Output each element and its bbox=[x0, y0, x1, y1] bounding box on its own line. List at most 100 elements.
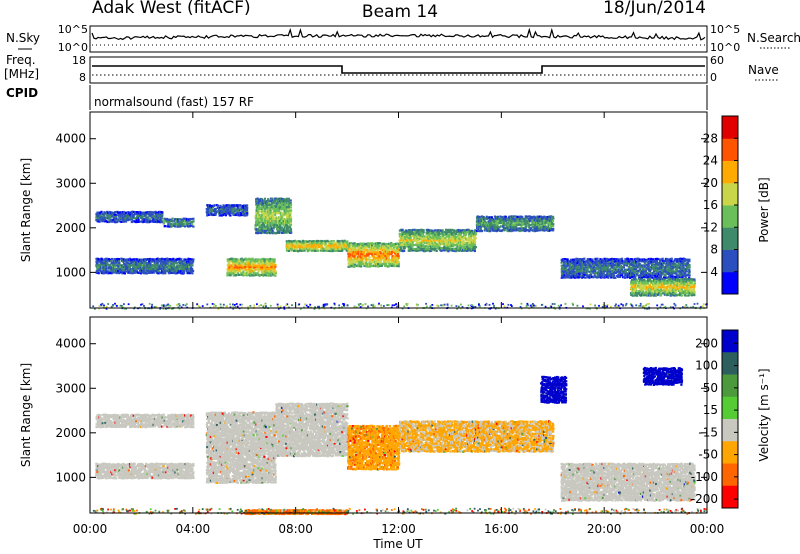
power-cell bbox=[134, 266, 137, 269]
power-cell bbox=[530, 223, 533, 226]
power-cell bbox=[352, 255, 355, 258]
power-cell bbox=[467, 249, 470, 252]
power-cell bbox=[286, 227, 289, 230]
power-cell bbox=[540, 221, 543, 224]
power-cell bbox=[613, 263, 616, 266]
power-cell bbox=[362, 242, 365, 245]
power-cell bbox=[650, 274, 653, 277]
power-cell bbox=[524, 217, 527, 220]
power-cell bbox=[265, 266, 268, 269]
power-cell bbox=[226, 258, 229, 261]
power-cell bbox=[228, 264, 231, 267]
power-cell bbox=[254, 272, 257, 275]
power-cell bbox=[585, 272, 588, 275]
power-cell bbox=[259, 273, 262, 277]
power-cell bbox=[97, 272, 100, 275]
power-cell bbox=[593, 264, 596, 267]
power-cell bbox=[463, 245, 466, 249]
power-cell bbox=[684, 267, 687, 271]
power-cell bbox=[516, 219, 519, 222]
power-cell bbox=[644, 270, 647, 273]
power-cell bbox=[463, 249, 466, 252]
power-cell bbox=[156, 259, 160, 262]
power-cell bbox=[654, 258, 657, 261]
power-cell bbox=[186, 269, 189, 273]
power-cell bbox=[157, 258, 161, 261]
power-cell bbox=[162, 269, 165, 272]
power-cell bbox=[513, 229, 516, 232]
power-cell bbox=[360, 265, 363, 268]
power-cell bbox=[219, 208, 222, 211]
power-cell bbox=[568, 270, 571, 273]
power-cell bbox=[279, 220, 283, 223]
power-cell bbox=[369, 259, 373, 262]
power-cell bbox=[579, 262, 582, 265]
power-cell bbox=[387, 246, 390, 249]
power-cell bbox=[272, 216, 275, 219]
power-cell bbox=[367, 249, 371, 252]
power-cell bbox=[527, 229, 530, 232]
power-cell bbox=[113, 262, 116, 265]
power-cell bbox=[286, 225, 289, 228]
power-cell bbox=[574, 274, 577, 277]
power-cell bbox=[256, 261, 259, 265]
power-cell bbox=[267, 224, 270, 227]
power-cell bbox=[120, 271, 123, 274]
power-cell bbox=[521, 223, 524, 226]
power-cell bbox=[494, 217, 497, 220]
power-cell bbox=[376, 260, 379, 263]
power-cell bbox=[401, 228, 404, 231]
power-cell bbox=[425, 239, 428, 242]
power-cell bbox=[666, 265, 669, 268]
power-cell bbox=[292, 241, 295, 244]
power-cell bbox=[631, 272, 634, 275]
power-cell bbox=[272, 219, 275, 222]
power-cell bbox=[275, 231, 279, 235]
power-cell bbox=[448, 243, 451, 246]
power-cell bbox=[104, 266, 107, 269]
power-cell bbox=[478, 215, 481, 218]
power-cell bbox=[231, 272, 234, 275]
power-cell bbox=[484, 222, 487, 225]
power-cell bbox=[136, 216, 140, 219]
power-cell bbox=[656, 263, 659, 266]
power-cell bbox=[538, 229, 541, 232]
power-cell bbox=[400, 245, 403, 248]
power-cell bbox=[656, 271, 659, 275]
power-cell bbox=[568, 262, 571, 265]
power-cell bbox=[583, 264, 586, 267]
power-cell bbox=[534, 216, 537, 219]
power-cell bbox=[419, 249, 422, 252]
power-cell bbox=[255, 211, 258, 214]
power-cell bbox=[369, 262, 372, 265]
power-cell bbox=[656, 268, 659, 271]
power-cell bbox=[454, 239, 457, 242]
power-cell bbox=[641, 260, 644, 263]
power-cell bbox=[416, 249, 419, 252]
power-cell bbox=[560, 268, 563, 271]
power-cell bbox=[263, 267, 266, 270]
power-cell bbox=[106, 220, 109, 224]
power-cell bbox=[638, 258, 641, 261]
power-cell bbox=[348, 246, 351, 249]
power-cell bbox=[411, 235, 414, 238]
power-cell bbox=[209, 210, 213, 213]
power-cell bbox=[396, 246, 399, 249]
power-cell bbox=[103, 211, 106, 214]
power-cell bbox=[182, 219, 185, 223]
power-cell bbox=[149, 270, 152, 273]
power-cell bbox=[114, 266, 117, 269]
power-cell bbox=[369, 242, 373, 245]
power-cell bbox=[651, 262, 654, 265]
power-cell bbox=[502, 220, 505, 223]
power-cell bbox=[241, 206, 244, 209]
power-cell bbox=[621, 269, 624, 273]
power-cell bbox=[384, 248, 387, 251]
power-cell bbox=[228, 266, 231, 269]
power-cell bbox=[191, 223, 194, 226]
power-cell bbox=[314, 240, 317, 243]
power-cell bbox=[366, 249, 369, 252]
power-cell bbox=[253, 269, 256, 272]
power-cell bbox=[513, 215, 516, 218]
power-cell bbox=[580, 264, 583, 267]
